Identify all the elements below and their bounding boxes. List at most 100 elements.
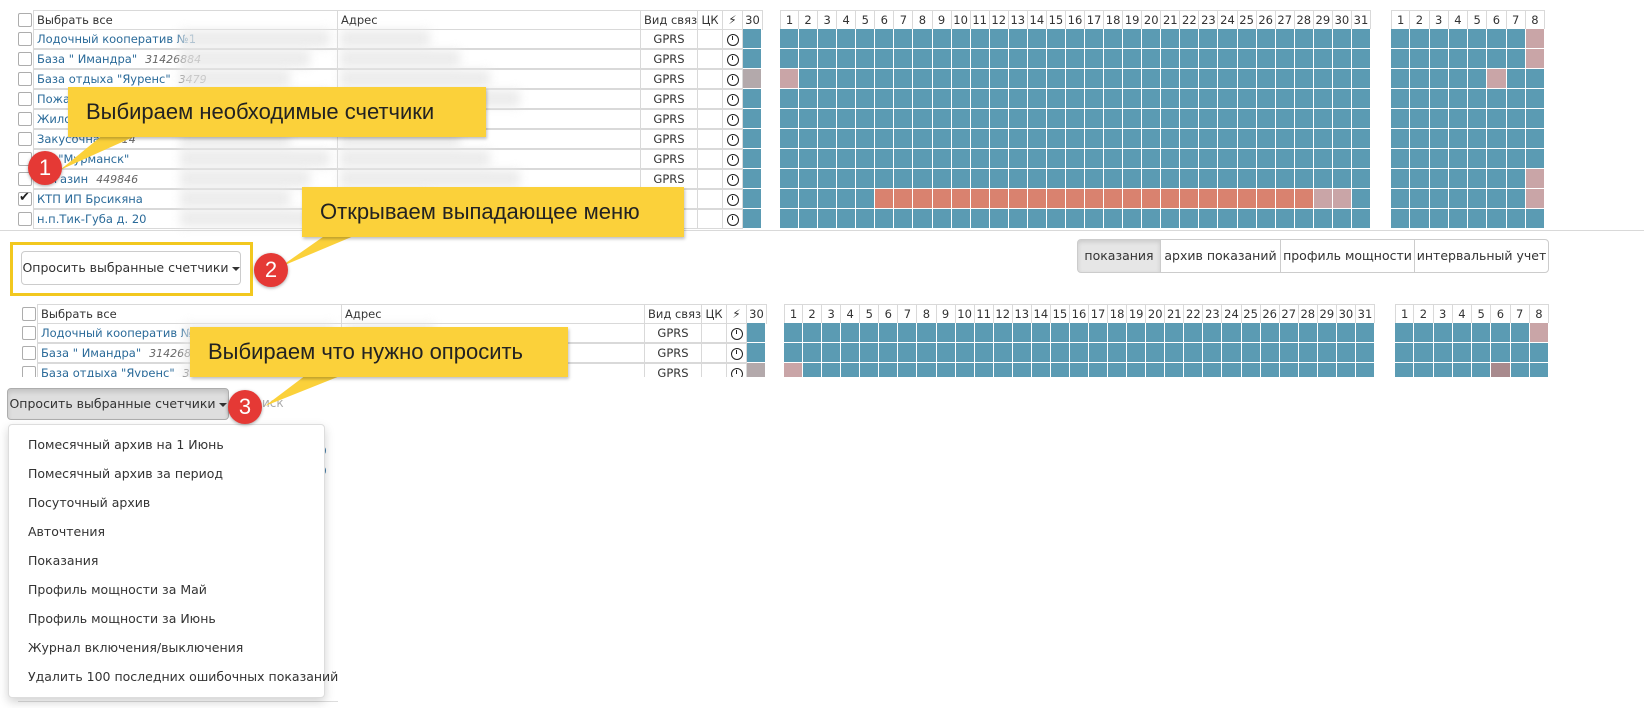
day-status-cell [913, 29, 933, 49]
row-checkbox[interactable] [18, 92, 32, 106]
menu-item[interactable]: Профиль мощности за Май [28, 582, 207, 597]
step-badge-3-number: 3 [238, 394, 252, 419]
day-status-cell [1203, 363, 1223, 377]
day-status-cell [799, 69, 819, 89]
day2-status-cell [1472, 323, 1492, 343]
select-all-checkbox[interactable] [18, 13, 32, 27]
day-status-cell [1294, 189, 1314, 209]
day-status-cell [1104, 29, 1124, 49]
day-status-cell [1165, 343, 1185, 363]
clock-icon[interactable] [726, 53, 739, 66]
row-checkbox[interactable] [22, 326, 36, 340]
day-status-cell [822, 343, 842, 363]
meter-name-link[interactable]: Лодочный кооператив №1 [41, 326, 201, 340]
meter-name-link[interactable]: База отдыха "Яуренс" [41, 366, 175, 377]
day-status-cell [989, 189, 1009, 209]
meter-name-link[interactable]: КТП ИП Брсикяна [37, 192, 143, 206]
day2-header: 8 [1529, 304, 1549, 324]
day-status-cell [879, 363, 899, 377]
meter-name-link[interactable]: База " Имандра" [37, 52, 138, 66]
day-status-cell [1123, 189, 1143, 209]
day-status-cell [1256, 129, 1276, 149]
day-status-cell [1008, 189, 1028, 209]
day-status-cell [856, 149, 876, 169]
tab-readings-archive[interactable]: архив показаний [1160, 239, 1281, 273]
clock-icon[interactable] [726, 93, 739, 106]
day-status-cell [818, 109, 838, 129]
day2-header: 2 [1410, 10, 1430, 30]
day-status-cell [837, 29, 857, 49]
row-checkbox[interactable] [18, 190, 32, 206]
meter-name-link[interactable]: Пожар [37, 92, 78, 106]
col-header-prev-day: 30 [746, 304, 767, 324]
menu-item[interactable]: Удалить 100 последних ошибочных показани… [28, 669, 339, 684]
day-status-cell [837, 209, 857, 229]
day-status-cell [1313, 209, 1333, 229]
menu-item[interactable]: Показания [28, 553, 99, 568]
meter-name-link[interactable]: База отдыха "Яуренс" [37, 72, 171, 86]
day-status-cell [1027, 29, 1047, 49]
col-header-prev-day: 30 [742, 10, 763, 30]
row-checkbox[interactable] [18, 52, 32, 66]
meter-name-link[interactable]: Лодочный кооператив №1 [37, 32, 197, 46]
day-status-cell [1146, 323, 1166, 343]
poll-dropdown-button[interactable]: Опросить выбранные счетчики [7, 388, 229, 420]
menu-item[interactable]: Журнал включения/выключения [28, 640, 244, 655]
day-status-cell [879, 343, 899, 363]
day-status-cell [1241, 323, 1261, 343]
clock-icon[interactable] [726, 193, 739, 206]
menu-item[interactable]: Профиль мощности за Июнь [28, 611, 216, 626]
row-checkbox[interactable] [22, 346, 36, 360]
row-tz [697, 189, 723, 209]
day-status-cell [1008, 169, 1028, 189]
day-status-cell [1089, 323, 1109, 343]
clock-icon[interactable] [730, 367, 743, 377]
day-status-cell [989, 149, 1009, 169]
poll-selected-button[interactable]: Опросить выбранные счетчики [21, 251, 241, 285]
day2-status-cell [1506, 89, 1526, 109]
day-status-cell [1313, 129, 1333, 149]
prev-day-cell [747, 363, 766, 377]
day-status-cell [1313, 149, 1333, 169]
day-status-cell [1237, 189, 1257, 209]
clock-icon[interactable] [730, 347, 743, 360]
select-all-checkbox[interactable] [22, 307, 36, 321]
meter-name-link[interactable]: н.п.Тик-Губа д. 20 [37, 212, 147, 226]
row-checkbox[interactable] [18, 32, 32, 46]
row-checkbox[interactable] [18, 212, 32, 226]
tab-interval[interactable]: интервальный учет [1414, 239, 1549, 273]
blurred-serial [180, 170, 310, 187]
clock-icon[interactable] [726, 73, 739, 86]
row-checkbox[interactable] [22, 366, 36, 377]
col-header-tz: ЦК [697, 10, 723, 30]
day-status-cell [1142, 69, 1162, 89]
clock-icon[interactable] [726, 213, 739, 226]
clock-icon[interactable] [730, 327, 743, 340]
menu-item[interactable]: Авточтения [28, 524, 106, 539]
clock-icon[interactable] [726, 33, 739, 46]
row-checkbox[interactable] [18, 72, 32, 86]
clock-icon[interactable] [726, 173, 739, 186]
menu-item[interactable]: Посуточный архив [28, 495, 151, 510]
day-status-cell [1104, 49, 1124, 69]
tab-power-profile[interactable]: профиль мощности [1280, 239, 1415, 273]
clock-icon[interactable] [726, 153, 739, 166]
menu-item[interactable]: Помесячный архив за период [28, 466, 224, 481]
day-header: 11 [974, 304, 994, 324]
row-checkbox[interactable] [18, 112, 32, 126]
clock-icon[interactable] [726, 113, 739, 126]
day-status-cell [1294, 129, 1314, 149]
day-status-cell [1065, 69, 1086, 89]
tab-readings[interactable]: показания [1077, 239, 1161, 273]
clock-icon[interactable] [726, 133, 739, 146]
day-status-cell [951, 129, 971, 149]
day-status-cell [841, 323, 861, 343]
meter-name-link[interactable]: База " Имандра" [41, 346, 142, 360]
day-status-cell [1313, 29, 1333, 49]
day-header: 10 [955, 304, 975, 324]
day2-status-cell [1468, 29, 1488, 49]
menu-item[interactable]: Помесячный архив на 1 Июнь [28, 437, 224, 452]
day-status-cell [1313, 69, 1333, 89]
day2-status-cell [1525, 109, 1545, 129]
row-checkbox[interactable] [18, 132, 32, 146]
